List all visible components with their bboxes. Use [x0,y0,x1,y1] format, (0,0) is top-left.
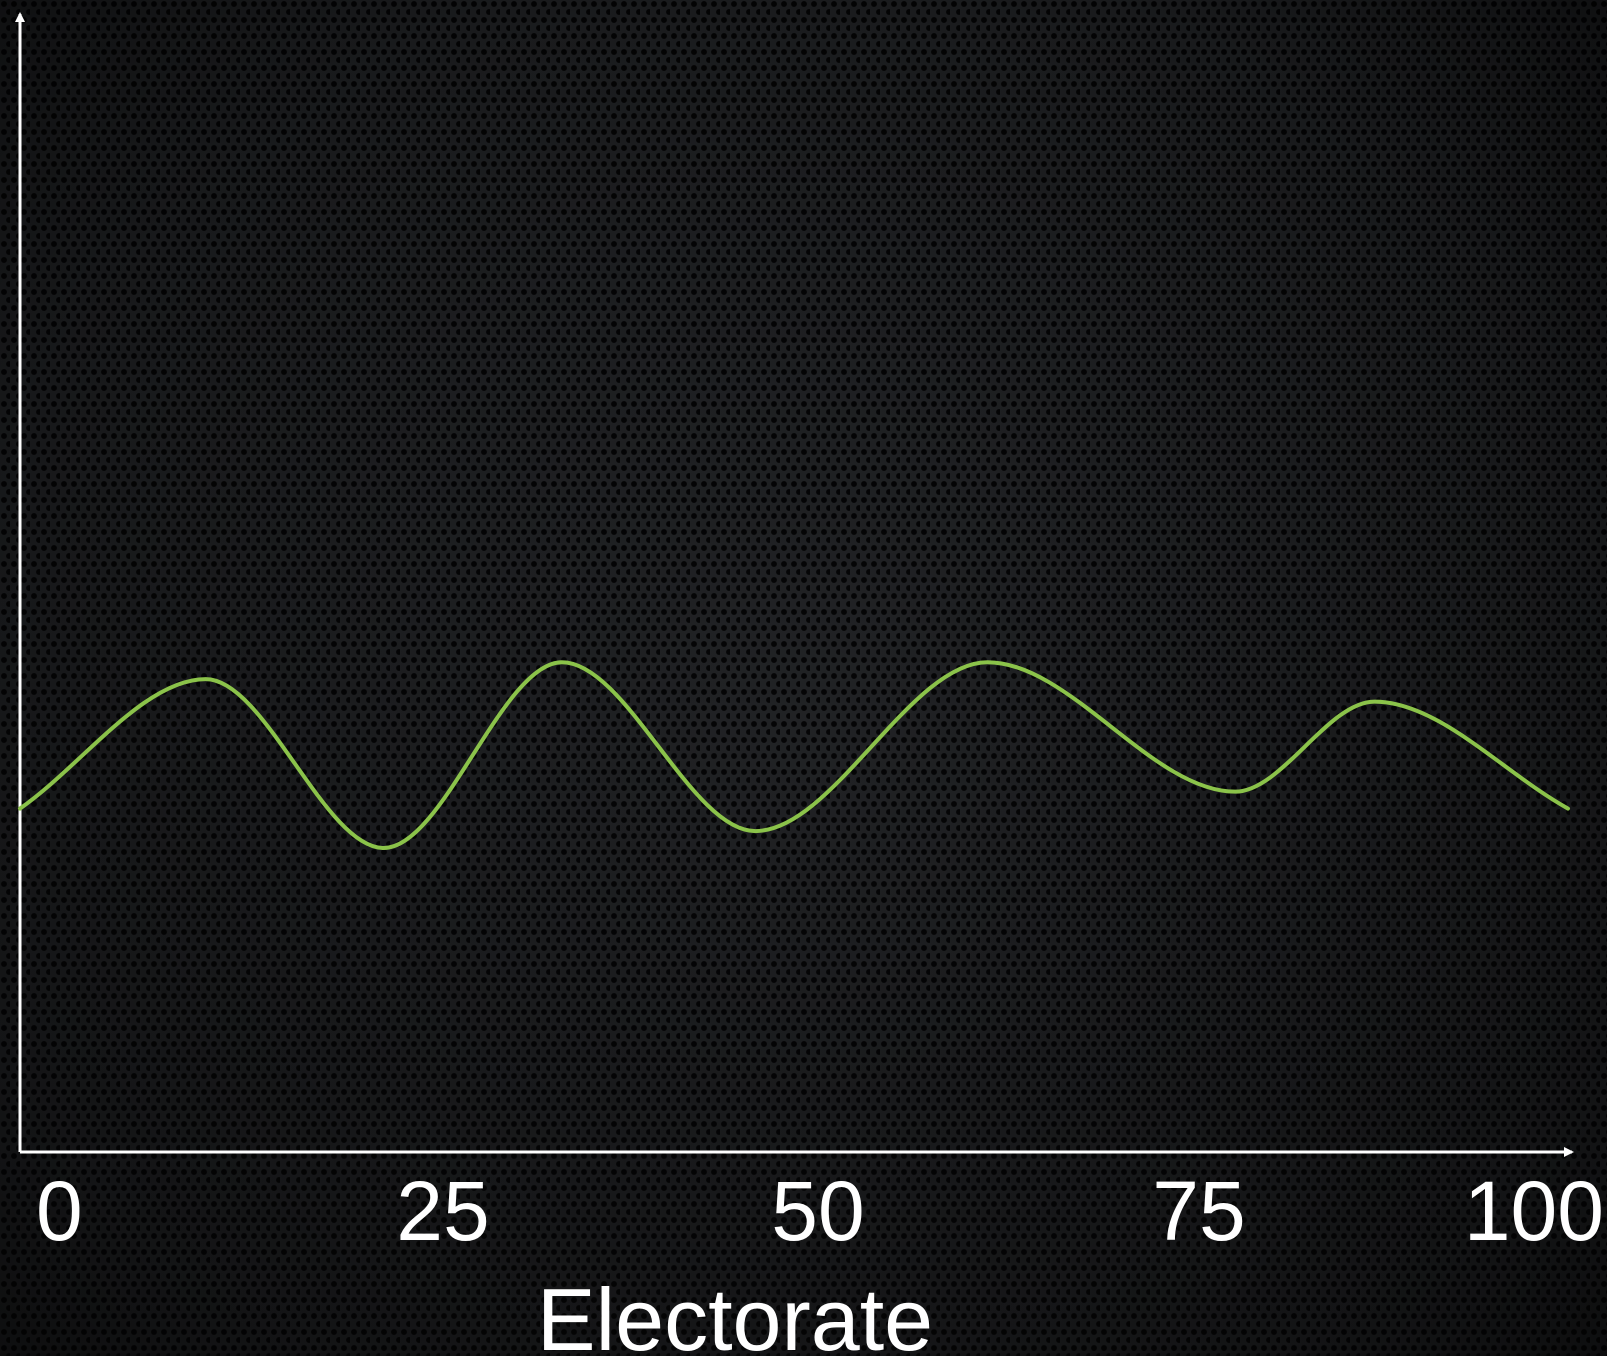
x-tick-label-50: 50 [771,1164,864,1258]
x-tick-label-100: 100 [1464,1164,1604,1258]
series-line-0 [18,660,1570,850]
x-tick-label-25: 25 [396,1164,489,1258]
x-tick-label-75: 75 [1152,1164,1245,1258]
x-axis-title: Electorate [537,1270,933,1356]
x-tick-label-0: 0 [36,1164,83,1258]
